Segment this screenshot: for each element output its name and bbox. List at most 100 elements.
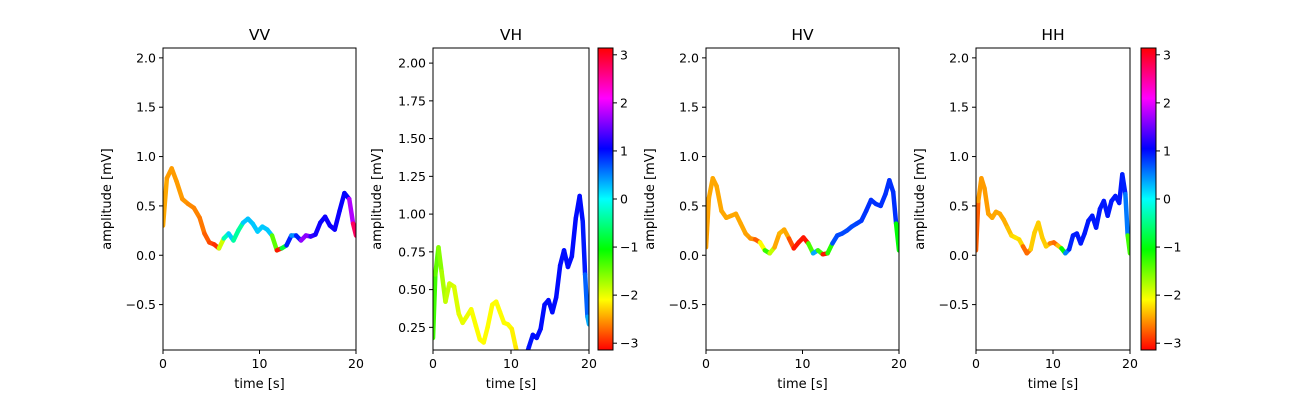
panel-hv: 0 10 20 −0.5 0.0 0.5 1.0 1.5 2.0 HV time [s] amplit… [643,26,907,392]
line-segment [1036,220,1045,240]
x-axis-label: time [s] [1028,377,1078,392]
line-segment [481,325,490,345]
line-segment [553,263,563,300]
line-segment [1105,198,1114,219]
panel-title: VH [500,26,522,44]
y-tick-label: 0.50 [398,282,426,297]
phase-colored-line [976,172,1130,256]
panel-vh: 0 10 200.250.500.751.001.251.501.752.00VHt… [370,26,638,392]
y-tick-label: 1.00 [398,207,426,222]
line-segment [174,178,185,202]
line-segment [582,272,589,320]
line-segment [451,284,461,317]
line-segment [1093,206,1103,230]
line-segment [538,302,547,332]
x-axis-label: time [s] [234,377,284,392]
y-tick-label: 1.0 [679,149,699,164]
y-tick-label: 1.25 [398,169,426,184]
x-tick-label: 0 [159,356,167,371]
x-tick-label: 20 [891,356,907,371]
x-tick-label: 10 [503,356,519,371]
panel-title: HV [791,26,814,44]
line-segment [1120,172,1128,197]
line-segment [436,245,444,274]
y-tick-label: 1.75 [398,93,426,108]
line-segment [890,189,899,226]
line-segment [982,185,991,217]
colorbar-tick-label: −1 [620,240,638,255]
line-segment [513,344,519,350]
x-axis-label: time [s] [777,377,827,392]
y-tick-label: 2.0 [949,50,969,65]
colorbar-tick-label: −1 [1163,240,1181,255]
line-segment [714,183,724,214]
line-segment [169,166,179,184]
y-tick-label: −0.5 [939,297,969,312]
y-tick-label: 0.5 [136,198,156,213]
colorbar-tick-label: 2 [620,95,628,110]
colorbar-tick-label: −3 [1163,336,1181,351]
y-tick-label: 0.0 [136,248,156,263]
colorbar-tick-label: 3 [620,47,628,62]
y-tick-label: 0.0 [949,248,969,263]
x-tick-label: 20 [1122,356,1138,371]
colorbar-tick-label: 2 [1163,95,1171,110]
panel-title: HH [1041,26,1064,44]
y-axis-label: amplitude [mV] [370,148,385,250]
line-segment [473,323,483,342]
x-tick-label: 10 [795,356,811,371]
colorbar-gradient [597,47,614,351]
line-segment [577,193,586,224]
colorbar-tick-label: −2 [1163,288,1181,303]
y-tick-label: 1.0 [949,149,969,164]
y-tick-label: 1.50 [398,131,426,146]
y-tick-label: 1.5 [679,100,699,115]
y-tick-label: 2.0 [679,50,699,65]
y-tick-label: −0.5 [126,297,156,312]
panel-vv: 0 10 20 −0.5 0.0 0.5 1.0 1.5 2.0 VV time [s] amplit… [100,26,364,392]
y-tick-label: 0.0 [679,248,699,263]
x-tick-label: 10 [252,356,268,371]
line-segment [550,294,559,315]
colorbar-tick-label: 3 [1163,47,1171,62]
colorbar: −3 −2 −1 0 1 2 3 [597,47,638,351]
line-segment [580,219,588,277]
x-axis-label: time [s] [486,377,536,392]
colorbar-tick-label: 0 [620,192,628,207]
y-tick-label: 2.0 [136,50,156,65]
line-segment [509,326,518,350]
plot-frame [975,47,1131,351]
colorbar-tick-label: −3 [620,336,638,351]
colorbar-gradient [1140,47,1157,351]
x-tick-label: 20 [581,356,597,371]
line-segment [1123,191,1130,238]
line-segment [1028,230,1037,252]
line-segment [269,233,280,253]
y-tick-label: 1.5 [136,100,156,115]
line-segment [772,231,782,250]
y-tick-label: 0.25 [398,320,426,335]
y-tick-label: 0.5 [949,198,969,213]
colorbar-tick-label: 1 [1163,143,1171,158]
line-segment [197,215,207,236]
colorbar-tick-label: 0 [1163,192,1171,207]
y-axis-label: amplitude [mV] [913,148,928,250]
line-segment [443,281,452,304]
line-segment [569,216,578,259]
line-segment [468,306,479,329]
y-tick-label: 1.0 [136,149,156,164]
x-tick-label: 0 [429,356,437,371]
colorbar: −3 −2 −1 0 1 2 3 [1140,47,1181,351]
line-segment [163,176,170,228]
plot-frame [162,47,357,351]
line-segment [1066,233,1076,252]
y-tick-label: 1.5 [949,100,969,115]
line-segment [332,208,342,232]
y-tick-label: 2.00 [398,56,426,71]
y-tick-label: −0.5 [669,297,699,312]
panel-title: VV [249,26,271,44]
colorbar-tick-label: −2 [620,288,638,303]
y-tick-label: 0.75 [398,244,426,259]
